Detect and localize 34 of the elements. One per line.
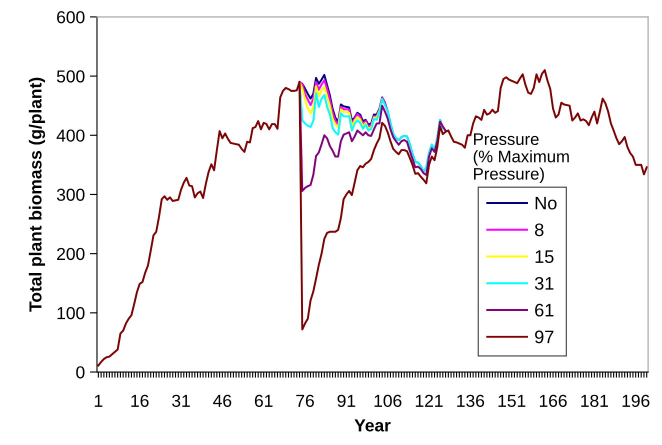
x-tick-label: 46: [213, 394, 232, 407]
legend-label: 8: [535, 223, 544, 236]
y-tick-label: 300: [56, 188, 84, 201]
x-tick-label: 136: [457, 394, 484, 407]
x-tick-label: 76: [296, 394, 314, 407]
legend-label: No: [536, 196, 557, 210]
y-tick-label: 400: [56, 129, 84, 142]
line-series: [298, 81, 384, 130]
legend-label: 97: [535, 330, 554, 344]
x-tick-label: 61: [254, 394, 273, 407]
x-tick-label: 196: [622, 394, 650, 407]
line-series: [298, 81, 447, 192]
y-tick-label: 100: [58, 307, 84, 320]
x-tick-label: 181: [581, 394, 608, 407]
x-tick-label: 16: [131, 394, 149, 407]
x-tick-label: 91: [338, 394, 356, 407]
line-series: [298, 79, 392, 128]
x-axis-title: Year: [354, 419, 391, 432]
x-tick-label: 121: [416, 394, 443, 407]
legend-title: Pressure (% Maximum Pressure): [474, 133, 569, 184]
y-tick-label: 0: [76, 366, 84, 378]
legend-label: 61: [535, 304, 554, 317]
legend-label: 15: [536, 250, 554, 264]
y-tick-label: 500: [56, 70, 84, 83]
x-tick-label: 31: [172, 394, 190, 407]
x-tick-label: 166: [540, 394, 567, 407]
x-tick-label: 106: [374, 394, 402, 407]
y-tick-label: 200: [57, 248, 84, 260]
x-tick-label: 151: [498, 394, 526, 407]
line-series: [97, 69, 648, 366]
x-tick-label: 1: [94, 394, 102, 407]
y-tick-label: 600: [57, 11, 84, 24]
legend-label: 31: [534, 276, 554, 290]
y-axis-title: Total plant biomass (g/plant): [28, 78, 46, 312]
